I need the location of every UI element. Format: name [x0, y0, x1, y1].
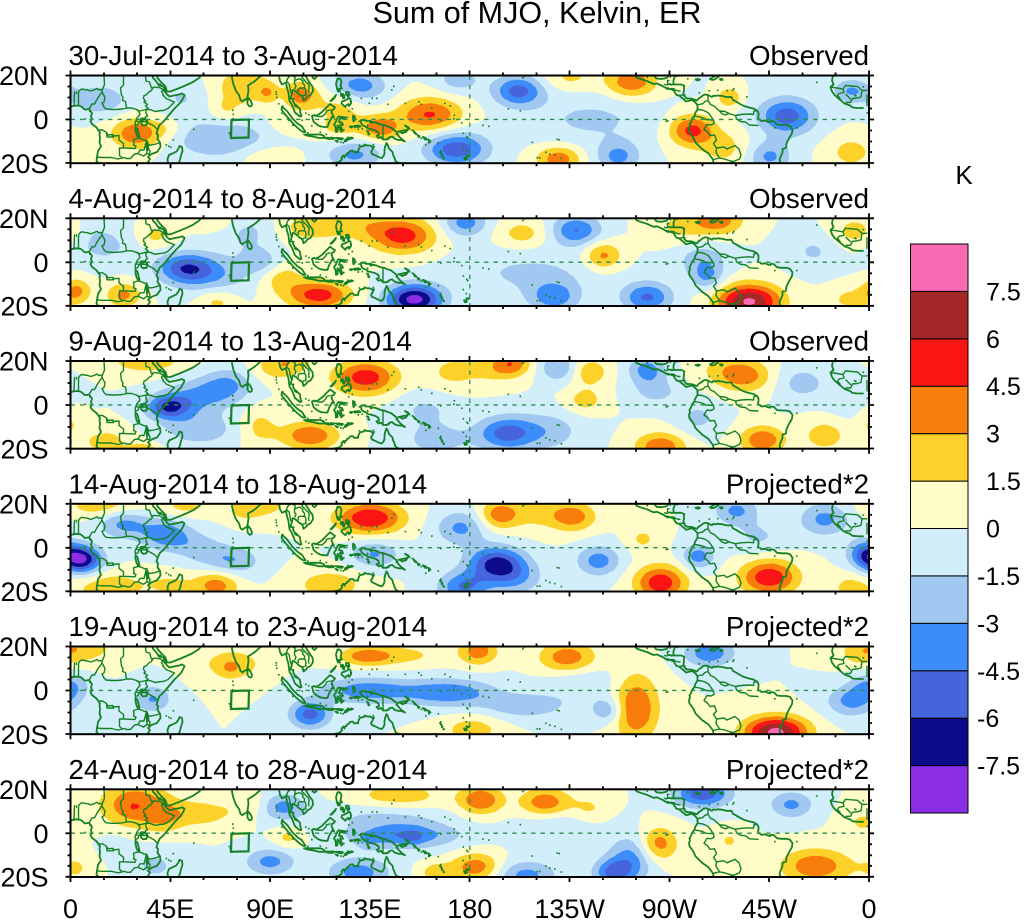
svg-text:0: 0	[33, 533, 48, 563]
svg-text:3: 3	[986, 421, 1000, 449]
svg-text:-1.5: -1.5	[977, 563, 1020, 591]
svg-text:45W: 45W	[741, 894, 797, 921]
svg-text:-7.5: -7.5	[977, 753, 1020, 781]
svg-text:0: 0	[33, 676, 48, 706]
svg-text:Projected*2: Projected*2	[726, 468, 869, 499]
svg-text:9-Aug-2014 to 13-Aug-2014: 9-Aug-2014 to 13-Aug-2014	[69, 326, 412, 357]
svg-text:135W: 135W	[534, 894, 605, 921]
svg-text:20N: 20N	[0, 632, 49, 662]
svg-text:90E: 90E	[246, 894, 294, 921]
svg-text:20N: 20N	[0, 204, 49, 234]
svg-text:45E: 45E	[146, 894, 194, 921]
svg-text:Projected*2: Projected*2	[726, 754, 869, 785]
svg-text:20S: 20S	[0, 863, 48, 893]
svg-text:20N: 20N	[0, 347, 49, 377]
svg-text:7.5: 7.5	[986, 278, 1021, 306]
svg-text:135E: 135E	[338, 894, 401, 921]
svg-text:24-Aug-2014 to 28-Aug-2014: 24-Aug-2014 to 28-Aug-2014	[69, 754, 428, 785]
svg-text:0: 0	[33, 391, 48, 421]
svg-text:90W: 90W	[642, 894, 698, 921]
svg-text:20S: 20S	[0, 434, 48, 464]
svg-text:-4.5: -4.5	[977, 658, 1020, 686]
svg-text:-3: -3	[977, 610, 999, 638]
svg-text:1.5: 1.5	[986, 468, 1021, 496]
svg-text:6: 6	[986, 326, 1000, 354]
svg-text:Observed: Observed	[749, 40, 869, 71]
svg-text:-6: -6	[977, 705, 999, 733]
svg-text:20N: 20N	[0, 61, 49, 91]
svg-text:0: 0	[33, 248, 48, 278]
svg-text:30-Jul-2014 to 3-Aug-2014: 30-Jul-2014 to 3-Aug-2014	[69, 40, 398, 71]
svg-text:20S: 20S	[0, 577, 48, 607]
svg-text:19-Aug-2014 to 23-Aug-2014: 19-Aug-2014 to 23-Aug-2014	[69, 611, 428, 642]
svg-text:20S: 20S	[0, 292, 48, 322]
svg-text:0: 0	[986, 516, 1000, 544]
svg-text:180: 180	[447, 894, 492, 921]
svg-text:Observed: Observed	[749, 183, 869, 214]
svg-text:Observed: Observed	[749, 326, 869, 357]
svg-text:20N: 20N	[0, 490, 49, 520]
svg-text:0: 0	[33, 819, 48, 849]
svg-text:20S: 20S	[0, 720, 48, 750]
svg-text:Projected*2: Projected*2	[726, 611, 869, 642]
svg-text:4.5: 4.5	[986, 373, 1021, 401]
svg-text:K: K	[955, 160, 973, 190]
svg-text:0: 0	[861, 894, 876, 921]
svg-text:4-Aug-2014 to 8-Aug-2014: 4-Aug-2014 to 8-Aug-2014	[69, 183, 397, 214]
svg-text:0: 0	[63, 894, 78, 921]
svg-text:0: 0	[33, 105, 48, 135]
svg-text:20N: 20N	[0, 775, 49, 805]
svg-text:20S: 20S	[0, 149, 48, 179]
svg-text:Sum of MJO, Kelvin, ER: Sum of MJO, Kelvin, ER	[373, 0, 702, 30]
svg-text:14-Aug-2014 to 18-Aug-2014: 14-Aug-2014 to 18-Aug-2014	[69, 468, 428, 499]
